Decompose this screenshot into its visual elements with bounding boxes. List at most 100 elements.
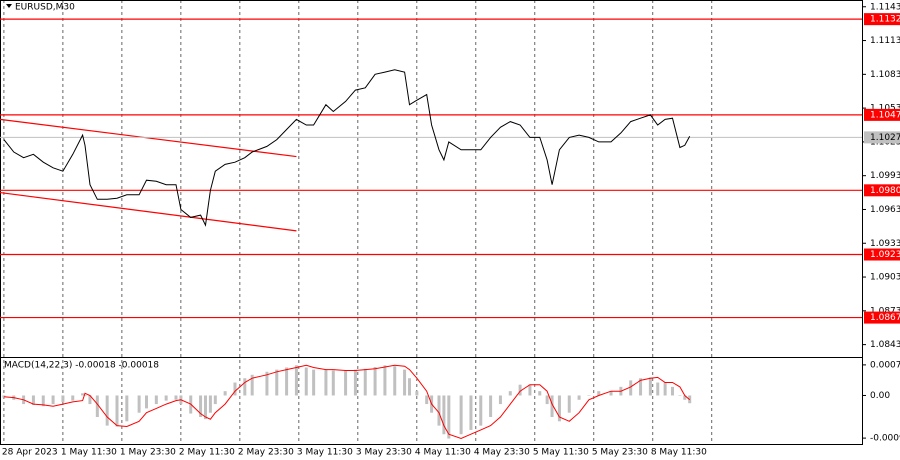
y-tick-label: 1.1053 [870, 104, 900, 114]
macd-bar [469, 395, 473, 430]
macd-bar [174, 395, 178, 400]
macd-bar [331, 370, 335, 396]
macd-bar [81, 393, 85, 396]
macd-bar [683, 395, 687, 400]
macd-bar [275, 369, 279, 396]
trend-line [0, 191, 297, 232]
macd-bar [125, 395, 129, 422]
macd-bar [545, 395, 549, 405]
x-tick-label: 4 May 23:30 [474, 448, 530, 458]
y-tick-label: 1.1083 [870, 70, 900, 80]
y-tick-label: 1.0903 [870, 273, 900, 283]
plot-frame [0, 0, 863, 445]
macd-bar [71, 395, 75, 401]
macd-bar [489, 395, 493, 418]
macd-bar [550, 395, 554, 418]
level-label-box [864, 311, 900, 324]
level-label: 1.0923 [870, 250, 900, 260]
macd-bar [144, 395, 148, 409]
macd-bar [213, 395, 217, 405]
macd-bar [61, 395, 65, 402]
macd-bar [437, 395, 441, 426]
level-label: 1.1132 [870, 15, 900, 25]
macd-bar [442, 395, 446, 435]
x-tick-label: 1 May 11:30 [61, 448, 117, 458]
macd-bar [678, 395, 682, 396]
macd-bar [223, 391, 227, 396]
macd-bar [344, 370, 348, 396]
x-tick-label: 3 May 11:30 [297, 448, 353, 458]
macd-bar [629, 380, 633, 396]
macd-bar [51, 395, 55, 405]
macd-bar [41, 395, 45, 407]
level-label-box [864, 184, 900, 197]
macd-bar [567, 395, 571, 413]
signal-line [3, 364, 691, 440]
macd-bar [609, 391, 613, 396]
current-price-box [864, 131, 900, 144]
macd-bar [31, 395, 35, 405]
macd-bar [639, 378, 643, 396]
macd-bar [363, 368, 367, 396]
macd-bar [557, 395, 561, 422]
trend-line [0, 118, 297, 158]
macd-bar [88, 395, 92, 405]
macd-bar [373, 367, 377, 396]
level-label-box [864, 108, 900, 121]
x-tick-label: 28 Apr 2023 [2, 448, 58, 458]
x-tick-label: 4 May 11:30 [415, 448, 471, 458]
macd-bar [577, 395, 581, 400]
macd-bar [285, 367, 289, 396]
macd-bar [164, 395, 168, 401]
y-tick-label: 1.0993 [870, 171, 900, 181]
macd-bar [538, 391, 542, 396]
macd-bar [233, 382, 237, 396]
macd-bar [294, 365, 298, 396]
macd-bar [403, 369, 407, 396]
macd-bar [407, 378, 411, 396]
macd-bar [353, 369, 357, 396]
menu-arrow [6, 4, 12, 8]
macd-bar [203, 395, 207, 420]
y-tick-label: 1.0873 [870, 306, 900, 316]
x-tick-label: 5 May 11:30 [533, 448, 589, 458]
level-label-box [864, 248, 900, 261]
macd-bar [663, 382, 667, 396]
level-label: 1.1047 [870, 110, 900, 120]
y-tick-label: 0.00071 [870, 360, 900, 370]
macd-bar [250, 374, 254, 396]
y-tick-label: 0.00 [870, 391, 890, 401]
macd-bar [383, 365, 387, 396]
macd-bar [508, 391, 512, 396]
macd-bar [208, 395, 212, 413]
macd-bar [324, 369, 328, 396]
macd-bar [587, 395, 591, 396]
macd-bar [137, 395, 141, 413]
macd-bar [154, 395, 158, 405]
macd-bar [498, 395, 502, 405]
x-tick-label: 2 May 11:30 [179, 448, 235, 458]
macd-bar [304, 367, 308, 396]
macd-bar [105, 395, 109, 426]
macd-bar [115, 395, 119, 427]
macd-bar [95, 395, 99, 418]
x-tick-label: 3 May 23:30 [356, 448, 412, 458]
y-tick-label: 1.0843 [870, 340, 900, 350]
macd-bar [312, 369, 316, 396]
level-label: 1.0867 [870, 313, 900, 323]
current-price-label: 1.1027 [870, 133, 900, 143]
macd-bar [265, 371, 269, 396]
price-line [3, 69, 691, 227]
macd-bar [393, 366, 397, 396]
macd-bar [656, 382, 660, 396]
macd-bar [459, 395, 463, 435]
macd-bar [648, 377, 652, 396]
macd-bar [670, 386, 674, 396]
macd-bar [447, 395, 451, 439]
y-tick-label: 1.0963 [870, 205, 900, 215]
macd-bar [243, 378, 247, 396]
level-label: 1.0980 [870, 186, 900, 196]
macd-bar [528, 384, 532, 396]
x-tick-label: 2 May 23:30 [238, 448, 294, 458]
